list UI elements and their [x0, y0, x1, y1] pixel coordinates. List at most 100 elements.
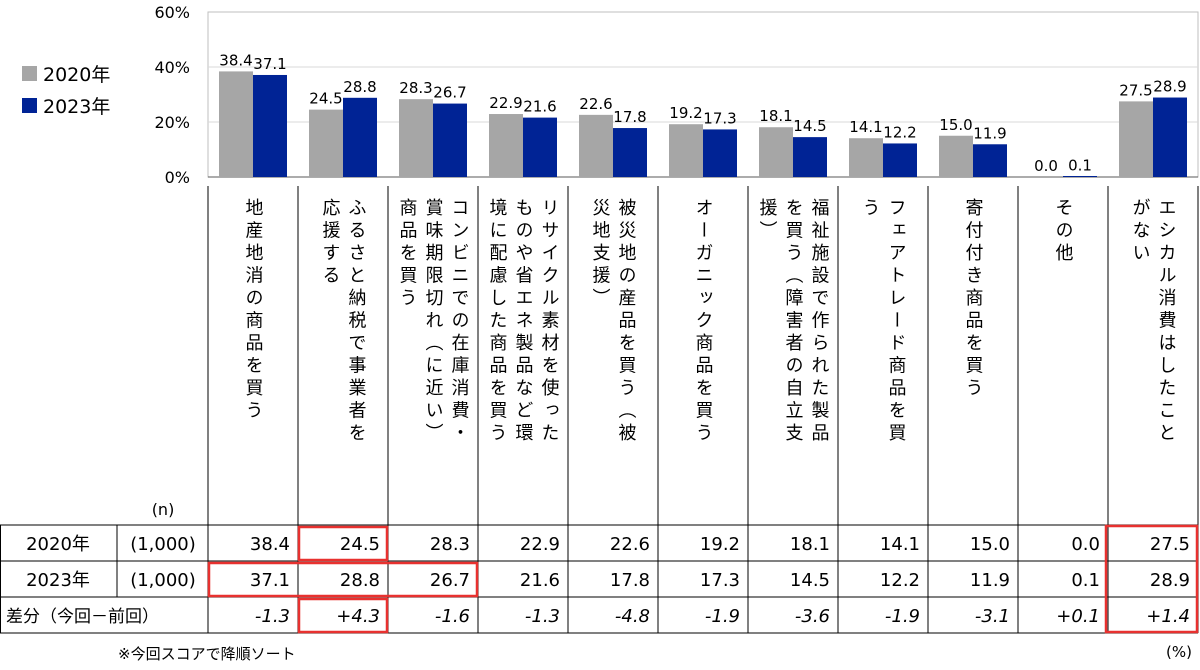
bar-2023 — [1153, 97, 1187, 177]
data-label-2023: 0.1 — [1068, 157, 1092, 175]
table-value-cell: 28.8 — [340, 570, 380, 591]
table-value-cell: 17.3 — [700, 570, 740, 591]
category-label: 地産地消の商品を買う — [243, 198, 264, 423]
data-label-2020: 14.1 — [849, 118, 882, 136]
bar-2023 — [253, 74, 287, 177]
category-label: ものや省エネ製品など環 — [513, 198, 534, 446]
data-label-2020: 28.3 — [399, 79, 432, 97]
data-label-2020: 18.1 — [759, 107, 792, 125]
y-tick-label: 60% — [154, 3, 190, 22]
bar-2023 — [343, 97, 377, 177]
data-label-2020: 22.6 — [579, 95, 612, 113]
data-label-2023: 37.1 — [253, 55, 286, 73]
data-label-2020: 19.2 — [669, 104, 702, 122]
bar-2020 — [219, 71, 253, 177]
table-diff-cell: -1.3 — [255, 606, 290, 627]
legend-swatch-2023 — [22, 98, 37, 113]
table-value-cell: 22.6 — [610, 534, 650, 555]
category-label: 福祉施設で作られた製品 — [809, 198, 830, 446]
bar-2023 — [1063, 176, 1097, 177]
category-label: リサイクル素材を使った — [539, 198, 560, 446]
bar-2023 — [973, 144, 1007, 177]
category-label: 被災地の産品を買う（被 — [616, 198, 637, 446]
category-label: エシカル消費はしたこと — [1156, 198, 1177, 446]
table-value-cell: 12.2 — [880, 570, 920, 591]
table-value-cell: 21.6 — [520, 570, 560, 591]
category-label: 応援する — [320, 198, 341, 288]
data-label-2020: 24.5 — [309, 90, 342, 108]
row-n: (1,000) — [130, 534, 196, 555]
y-tick-label: 20% — [154, 113, 190, 132]
data-label-2020: 38.4 — [219, 51, 252, 69]
category-label: その他 — [1053, 198, 1074, 266]
highlight-box — [297, 525, 389, 562]
table-diff-cell: -1.9 — [705, 606, 740, 627]
bar-2023 — [793, 137, 827, 177]
highlight-box — [207, 561, 479, 598]
highlight-box — [297, 597, 389, 634]
table-diff-cell: +1.4 — [1146, 606, 1190, 627]
bar-2023 — [523, 117, 557, 177]
table-diff-cell: +4.3 — [336, 606, 380, 627]
data-label-2023: 12.2 — [883, 123, 916, 141]
data-label-2020: 22.9 — [489, 94, 522, 112]
category-label: フェアトレード商品を買 — [886, 198, 907, 446]
highlight-box — [1104, 524, 1199, 634]
row-n: (1,000) — [130, 570, 196, 591]
table-value-cell: 0.0 — [1071, 534, 1100, 555]
table-value-cell: 17.8 — [610, 570, 650, 591]
sort-note: ※今回スコアで降順ソート — [118, 645, 296, 663]
category-label: う — [860, 198, 881, 221]
table-diff-cell: -1.6 — [435, 606, 470, 627]
bar-2020 — [849, 138, 883, 177]
bar-2020 — [669, 124, 703, 177]
category-label: 寄付付き商品を買う — [963, 198, 984, 401]
table-value-cell: 14.1 — [880, 534, 920, 555]
table-diff-cell: +0.1 — [1056, 606, 1100, 627]
unit-label: (%) — [1166, 643, 1192, 661]
category-label: 災地支援） — [590, 198, 611, 311]
category-label: 境に配慮した商品を買う — [487, 198, 508, 446]
table-diff-cell: -3.1 — [975, 606, 1010, 627]
category-label: 商品を買う — [397, 198, 418, 311]
bar-2020 — [399, 99, 433, 177]
category-label: ふるさと納税で事業者を — [346, 198, 367, 446]
table-diff-cell: -1.9 — [885, 606, 920, 627]
legend-label-2020: 2020年 — [43, 64, 111, 86]
bar-2023 — [703, 129, 737, 177]
data-label-2023: 11.9 — [973, 124, 1006, 142]
category-label: を買う（障害者の自立支 — [783, 198, 804, 446]
bar-2020 — [579, 114, 613, 177]
data-label-2023: 17.3 — [703, 109, 736, 127]
table-diff-cell: -3.6 — [795, 606, 830, 627]
data-label-2023: 17.8 — [613, 108, 646, 126]
category-label: がない — [1130, 198, 1151, 266]
data-label-2023: 26.7 — [433, 84, 466, 102]
data-label-2020: 0.0 — [1034, 157, 1058, 175]
category-label: 賞味期限切れ（に近い） — [423, 198, 444, 446]
bar-2023 — [883, 143, 917, 177]
bar-2023 — [433, 103, 467, 177]
bar-2020 — [489, 114, 523, 177]
n-header: (n) — [152, 500, 175, 519]
table-value-cell: 22.9 — [520, 534, 560, 555]
legend-item-2020: 2020年 — [22, 60, 110, 87]
table-value-cell: 15.0 — [970, 534, 1010, 555]
category-label: 援） — [757, 198, 778, 243]
table-diff-cell: -1.3 — [525, 606, 560, 627]
row-label: 差分（今回－前回） — [6, 607, 159, 627]
table-value-cell: 28.9 — [1150, 570, 1190, 591]
legend-label-2023: 2023年 — [43, 96, 111, 118]
row-label: 2023年 — [26, 570, 90, 591]
data-label-2023: 21.6 — [523, 98, 556, 116]
table-value-cell: 26.7 — [430, 570, 470, 591]
table-value-cell: 11.9 — [970, 570, 1010, 591]
table-value-cell: 37.1 — [250, 570, 290, 591]
y-tick-label: 0% — [165, 168, 190, 187]
table-value-cell: 19.2 — [700, 534, 740, 555]
table-diff-cell: -4.8 — [615, 606, 650, 627]
table-value-cell: 27.5 — [1150, 534, 1190, 555]
data-label-2023: 14.5 — [793, 117, 826, 135]
legend-swatch-2020 — [22, 66, 37, 81]
